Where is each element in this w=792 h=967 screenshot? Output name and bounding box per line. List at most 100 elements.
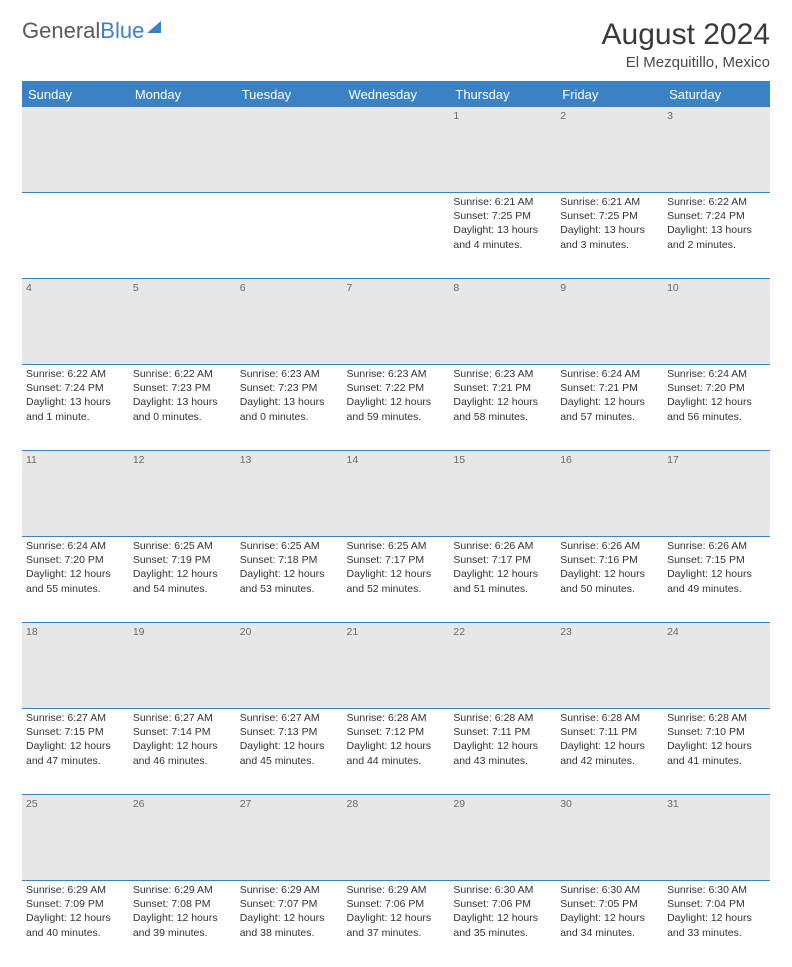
sunset-line: Sunset: 7:24 PM	[26, 381, 125, 395]
daylight-line: Daylight: 12 hours and 49 minutes.	[667, 567, 766, 595]
day-number: 8	[449, 279, 556, 365]
day-detail: Sunrise: 6:28 AMSunset: 7:10 PMDaylight:…	[663, 709, 770, 795]
sunset-line: Sunset: 7:17 PM	[347, 553, 446, 567]
day-detail: Sunrise: 6:25 AMSunset: 7:17 PMDaylight:…	[343, 537, 450, 623]
sunset-line: Sunset: 7:13 PM	[240, 725, 339, 739]
day-number: 24	[663, 623, 770, 709]
day-detail: Sunrise: 6:25 AMSunset: 7:19 PMDaylight:…	[129, 537, 236, 623]
sunrise-line: Sunrise: 6:25 AM	[240, 539, 339, 553]
daylight-line: Daylight: 12 hours and 50 minutes.	[560, 567, 659, 595]
day-number: 12	[129, 451, 236, 537]
day-detail: Sunrise: 6:23 AMSunset: 7:22 PMDaylight:…	[343, 365, 450, 451]
calendar-body: 123Sunrise: 6:21 AMSunset: 7:25 PMDaylig…	[22, 107, 770, 967]
day-number: 4	[22, 279, 129, 365]
daylight-line: Daylight: 12 hours and 39 minutes.	[133, 911, 232, 939]
sunset-line: Sunset: 7:21 PM	[453, 381, 552, 395]
day-detail: Sunrise: 6:26 AMSunset: 7:15 PMDaylight:…	[663, 537, 770, 623]
day-number: 2	[556, 107, 663, 193]
day-detail	[22, 193, 129, 279]
daylight-line: Daylight: 12 hours and 33 minutes.	[667, 911, 766, 939]
day-detail: Sunrise: 6:28 AMSunset: 7:11 PMDaylight:…	[449, 709, 556, 795]
day-number: 25	[22, 795, 129, 881]
sunrise-line: Sunrise: 6:29 AM	[133, 883, 232, 897]
sunset-line: Sunset: 7:23 PM	[240, 381, 339, 395]
sunset-line: Sunset: 7:21 PM	[560, 381, 659, 395]
detail-row: Sunrise: 6:22 AM Sunset: 7:24 PM Daylight:…	[22, 365, 770, 451]
daylight-line: Daylight: 12 hours and 41 minutes.	[667, 739, 766, 767]
daylight-line: Daylight: 12 hours and 46 minutes.	[133, 739, 232, 767]
day-number: 26	[129, 795, 236, 881]
daynum-row: 123	[22, 107, 770, 193]
day-number: 5	[129, 279, 236, 365]
sunset-line: Sunset: 7:17 PM	[453, 553, 552, 567]
sunrise-line: Sunrise: 6:27 AM	[26, 711, 125, 725]
sunrise-line: Sunrise: 6:26 AM	[667, 539, 766, 553]
sunrise-line: Sunrise: 6:24 AM	[26, 539, 125, 553]
day-detail: Sunrise: 6:29 AMSunset: 7:06 PMDaylight:…	[343, 881, 450, 967]
sunset-line: Sunset: 7:12 PM	[347, 725, 446, 739]
day-detail: Sunrise: 6:30 AMSunset: 7:04 PMDaylight:…	[663, 881, 770, 967]
weekday-header: Saturday	[663, 82, 770, 107]
location: El Mezquitillo, Mexico	[602, 54, 770, 71]
daylight-line: Daylight: 12 hours and 44 minutes.	[347, 739, 446, 767]
day-detail: Sunrise: 6:23 AMSunset: 7:21 PMDaylight:…	[449, 365, 556, 451]
day-number: 20	[236, 623, 343, 709]
daylight-line: Daylight: 12 hours and 56 minutes.	[667, 395, 766, 423]
sunset-line: Sunset: 7:06 PM	[453, 897, 552, 911]
sunset-line: Sunset: 7:18 PM	[240, 553, 339, 567]
sunrise-line: Sunrise: 6:26 AM	[560, 539, 659, 553]
day-detail: Sunrise: 6:27 AMSunset: 7:13 PMDaylight:…	[236, 709, 343, 795]
daylight-line: Daylight: 12 hours and 43 minutes.	[453, 739, 552, 767]
day-detail	[236, 193, 343, 279]
day-detail: Sunrise: 6:30 AMSunset: 7:05 PMDaylight:…	[556, 881, 663, 967]
daynum-row: 45678910	[22, 279, 770, 365]
sunrise-line: Sunrise: 6:25 AM	[133, 539, 232, 553]
logo-text-1: General	[22, 18, 100, 44]
sunrise-line: Sunrise: 6:23 AM	[453, 367, 552, 381]
day-number	[22, 107, 129, 193]
sunset-line: Sunset: 7:04 PM	[667, 897, 766, 911]
sunrise-line: Sunrise: 6:22 AM	[133, 367, 232, 381]
daylight-line: Daylight: 13 hours and 0 minutes.	[240, 395, 339, 423]
daynum-row: 11121314151617	[22, 451, 770, 537]
weekday-header: Monday	[129, 82, 236, 107]
sunrise-line: Sunrise: 6:28 AM	[560, 711, 659, 725]
day-detail: Sunrise: 6:27 AMSunset: 7:15 PMDaylight:…	[22, 709, 129, 795]
daynum-row: 25262728293031	[22, 795, 770, 881]
day-detail: Sunrise: 6:28 AMSunset: 7:11 PMDaylight:…	[556, 709, 663, 795]
day-number: 28	[343, 795, 450, 881]
day-number: 16	[556, 451, 663, 537]
detail-row: Sunrise: 6:24 AMSunset: 7:20 PMDaylight:…	[22, 537, 770, 623]
weekday-row: Sunday Monday Tuesday Wednesday Thursday…	[22, 82, 770, 107]
sunrise-line: Sunrise: 6:24 AM	[560, 367, 659, 381]
weekday-header: Tuesday	[236, 82, 343, 107]
day-detail: Sunrise: 6:27 AMSunset: 7:14 PMDaylight:…	[129, 709, 236, 795]
sunset-line: Sunset: 7:20 PM	[26, 553, 125, 567]
sunrise-line: Sunrise: 6:28 AM	[453, 711, 552, 725]
sunset-line: Sunset: 7:25 PM	[453, 209, 552, 223]
sunrise-line: Sunrise: 6:21 AM	[453, 195, 552, 209]
daylight-line: Daylight: 12 hours and 45 minutes.	[240, 739, 339, 767]
day-detail: Sunrise: 6:24 AMSunset: 7:21 PMDaylight:…	[556, 365, 663, 451]
sunset-line: Sunset: 7:20 PM	[667, 381, 766, 395]
day-detail: Sunrise: 6:29 AMSunset: 7:09 PMDaylight:…	[22, 881, 129, 967]
sunset-line: Sunset: 7:25 PM	[560, 209, 659, 223]
day-number	[129, 107, 236, 193]
day-detail: Sunrise: 6:22 AMSunset: 7:23 PMDaylight:…	[129, 365, 236, 451]
day-number: 6	[236, 279, 343, 365]
daylight-line: Daylight: 12 hours and 55 minutes.	[26, 567, 125, 595]
sunset-line: Sunset: 7:23 PM	[133, 381, 232, 395]
sunrise-line: Sunrise: 6:22 AM	[667, 195, 766, 209]
daylight-line: Daylight: 13 hours and 2 minutes.	[667, 223, 766, 251]
day-number: 18	[22, 623, 129, 709]
sunset-line: Sunset: 7:14 PM	[133, 725, 232, 739]
sunrise-line: Sunrise: 6:27 AM	[240, 711, 339, 725]
weekday-header: Wednesday	[343, 82, 450, 107]
day-detail: Sunrise: 6:23 AMSunset: 7:23 PMDaylight:…	[236, 365, 343, 451]
detail-row: Sunrise: 6:27 AMSunset: 7:15 PMDaylight:…	[22, 709, 770, 795]
day-number: 1	[449, 107, 556, 193]
daylight-line: Daylight: 12 hours and 35 minutes.	[453, 911, 552, 939]
daylight-line: Daylight: 12 hours and 54 minutes.	[133, 567, 232, 595]
day-number: 7	[343, 279, 450, 365]
day-detail: Sunrise: 6:24 AMSunset: 7:20 PMDaylight:…	[22, 537, 129, 623]
